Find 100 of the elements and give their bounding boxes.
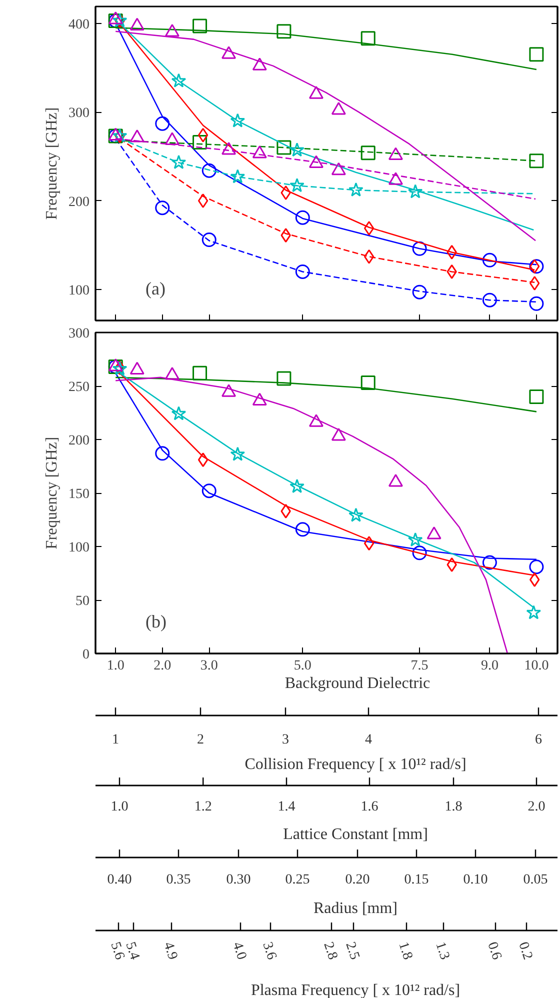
point — [295, 210, 310, 225]
point — [331, 428, 346, 441]
text: 1.8 — [395, 940, 415, 962]
y-axis-title: Frequency [GHz] — [44, 107, 60, 220]
text: 0.20 — [345, 872, 370, 888]
point — [164, 24, 180, 37]
text: 0.25 — [285, 872, 310, 888]
point — [482, 252, 497, 268]
text: 2.5 — [342, 940, 362, 962]
y-tick-label: 200 — [68, 434, 90, 448]
point — [112, 361, 128, 376]
y-tick-label: 200 — [68, 194, 90, 210]
point — [290, 178, 304, 192]
text: 2 — [197, 732, 204, 748]
point — [192, 366, 208, 380]
text: 2.0 — [528, 800, 546, 814]
x-tick-label: 10.0 — [524, 658, 549, 674]
point — [530, 276, 540, 290]
point — [130, 18, 144, 31]
point — [388, 147, 403, 160]
point — [446, 244, 457, 260]
point — [412, 546, 427, 560]
point — [529, 47, 544, 62]
point — [198, 194, 208, 208]
point — [276, 371, 292, 386]
point — [202, 232, 216, 248]
text: 0.10 — [463, 872, 488, 888]
y-tick-label: 0 — [82, 648, 90, 662]
text: 0.05 — [523, 872, 548, 888]
point — [360, 146, 376, 160]
text: Radius [mm] — [314, 900, 398, 917]
point — [482, 292, 497, 308]
text: 0.30 — [226, 872, 251, 888]
point — [308, 86, 324, 99]
point — [529, 560, 544, 574]
point — [171, 73, 186, 88]
text: 3 — [282, 732, 289, 748]
point — [308, 414, 324, 427]
text: 0.35 — [166, 872, 191, 888]
y-axis-title: Frequency [GHz] — [44, 436, 60, 550]
point — [222, 142, 236, 155]
point — [230, 446, 246, 461]
x-tick-label: 1.0 — [106, 658, 124, 674]
point — [482, 555, 497, 570]
point — [192, 18, 208, 34]
text: 5.6 — [107, 940, 127, 962]
point — [276, 140, 292, 155]
point — [155, 200, 170, 216]
text: 1.8 — [444, 800, 462, 814]
text: Collision Frequency [ x 10¹² rad/s] — [244, 756, 466, 773]
text: 3.6 — [259, 940, 279, 962]
point — [348, 182, 364, 197]
point — [280, 504, 291, 518]
text: 4 — [365, 732, 372, 748]
point — [364, 536, 374, 551]
text: 1.6 — [360, 800, 378, 814]
point — [364, 249, 374, 264]
x-tick-label: 3.0 — [200, 658, 218, 674]
point — [348, 508, 364, 522]
point — [222, 46, 236, 59]
point — [290, 478, 304, 493]
text: 6 — [535, 732, 542, 748]
point — [364, 221, 374, 236]
point — [529, 296, 544, 311]
point — [295, 522, 310, 537]
y-tick-label: 50 — [76, 594, 90, 609]
point — [192, 134, 208, 150]
x-tick-label: 7.5 — [410, 658, 428, 674]
point — [331, 162, 346, 176]
text: 1.4 — [278, 800, 296, 814]
text: 0.2 — [515, 940, 535, 962]
point — [164, 132, 180, 145]
point — [112, 128, 128, 142]
text: 1 — [112, 732, 119, 748]
point — [276, 24, 292, 39]
point — [252, 392, 267, 406]
point — [198, 452, 208, 468]
text: 1.2 — [194, 800, 212, 814]
point — [230, 169, 246, 184]
point — [388, 474, 403, 487]
point — [408, 184, 423, 198]
y-tick-label: 250 — [68, 380, 90, 395]
text: 1.3 — [432, 940, 452, 962]
point — [295, 264, 310, 279]
point — [529, 154, 544, 168]
x-tick-label: 5.0 — [294, 658, 312, 674]
y-tick-label: 100 — [68, 540, 90, 556]
point — [252, 58, 267, 70]
point — [280, 228, 291, 243]
text: Lattice Constant [mm] — [283, 826, 428, 843]
y-tick-label: 300 — [68, 106, 90, 122]
point — [171, 406, 186, 420]
point — [412, 241, 427, 256]
point — [171, 154, 186, 170]
point — [164, 367, 180, 380]
y-tick-label: 400 — [68, 17, 90, 32]
point — [529, 259, 544, 274]
point — [446, 557, 457, 572]
point — [412, 284, 427, 300]
point — [530, 572, 540, 587]
